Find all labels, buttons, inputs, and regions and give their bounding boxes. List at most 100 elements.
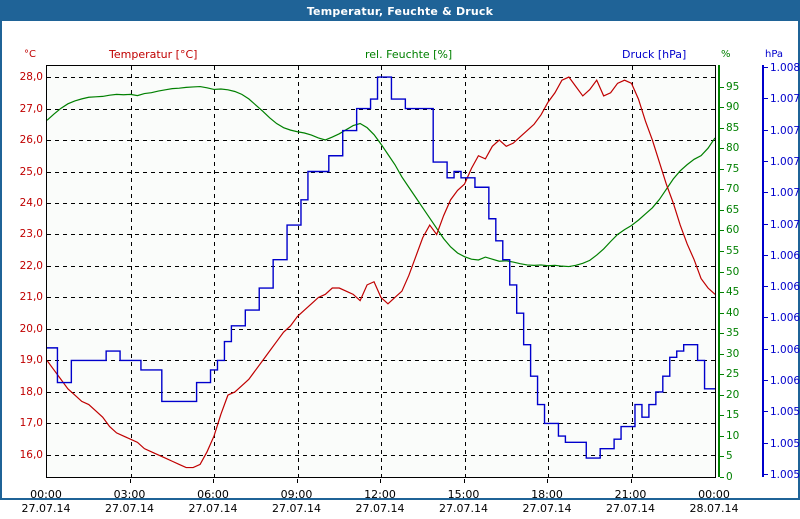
time-axis-label-date: 27.07.14 — [439, 502, 488, 515]
pressure-tick-mark — [764, 380, 768, 381]
humidity-tick-mark — [720, 354, 724, 355]
axis-unit-celsius: °C — [24, 49, 36, 60]
humidity-tick-label: 85 — [726, 121, 740, 134]
time-axis-label-date: 27.07.14 — [606, 502, 655, 515]
time-axis-label: 21:00 27.07.14 — [606, 488, 655, 516]
humidity-tick-mark — [720, 436, 724, 437]
humidity-tick-label: 70 — [726, 183, 740, 196]
time-axis-label-time: 00:00 — [30, 488, 62, 501]
humidity-tick-label: 90 — [726, 101, 740, 114]
time-axis-tick-mark — [130, 479, 131, 483]
pressure-tick-label: 1.008 — [770, 62, 800, 74]
time-axis-tick-mark — [380, 479, 381, 483]
pressure-tick-label: 1.005 — [770, 437, 800, 450]
time-axis-tick-mark — [631, 479, 632, 483]
legend-label-pressure: Druck [hPa] — [622, 48, 687, 61]
humidity-tick-mark — [720, 333, 724, 334]
chart-canvas: Temperatur [°C] rel. Feuchte [%] Druck [… — [2, 21, 800, 515]
temperature-tick-label: 27,0 — [19, 102, 43, 115]
pressure-tick-mark — [764, 411, 768, 412]
pressure-tick-label: 1.005 — [770, 406, 800, 419]
humidity-tick-label: 55 — [726, 244, 740, 257]
time-axis-label-date: 27.07.14 — [21, 502, 71, 515]
time-axis-tick-mark — [547, 479, 548, 483]
temperature-tick-label: 19,0 — [19, 354, 43, 367]
axis-unit-percent: % — [721, 49, 731, 60]
pressure-tick-label: 1.006 — [770, 249, 800, 262]
pressure-axis-spine — [762, 65, 764, 477]
humidity-tick-label: 5 — [726, 450, 733, 463]
humidity-tick-mark — [720, 272, 724, 273]
humidity-tick-label: 40 — [726, 306, 740, 319]
legend-item-temperature[interactable]: Temperatur [°C] — [109, 48, 197, 61]
humidity-axis: 95 90 85 80 75 70 65 60 55 50 45 40 35 30 25 20 15 10 5 0 — [715, 65, 757, 483]
time-axis-tick-mark — [297, 479, 298, 483]
series-line-humidity — [47, 85, 715, 268]
humidity-tick-label: 35 — [726, 327, 740, 340]
temperature-tick-label: 25,0 — [19, 165, 43, 178]
pressure-tick-mark — [764, 349, 768, 350]
temperature-tick-label: 22,0 — [19, 259, 43, 272]
humidity-tick-mark — [720, 107, 724, 108]
humidity-tick-mark — [720, 169, 724, 170]
time-axis-tick-mark — [213, 479, 214, 483]
time-axis-label-date: 27.07.14 — [522, 502, 572, 515]
pressure-tick-label: 1.007 — [770, 155, 800, 168]
window-title-bar: Temperatur, Feuchte & Druck — [2, 2, 798, 21]
plot-area[interactable] — [46, 65, 716, 478]
time-axis-label: 03:00 27.07.14 — [105, 488, 154, 516]
pressure-tick-label: 1.005 — [770, 469, 800, 481]
humidity-tick-label: 75 — [726, 162, 740, 175]
pressure-tick-label: 1.007 — [770, 124, 800, 137]
temperature-tick-label: 26,0 — [19, 134, 43, 146]
humidity-tick-mark — [720, 395, 724, 396]
time-axis-label-time: 09:00 — [280, 488, 313, 501]
time-axis-label-time: 18:00 — [531, 488, 563, 501]
pressure-tick-label: 1.007 — [770, 218, 800, 231]
series-line-temperature — [47, 76, 715, 469]
humidity-tick-label: 45 — [726, 286, 740, 299]
humidity-tick-mark — [720, 189, 724, 190]
temperature-tick-label: 18,0 — [19, 385, 43, 398]
humidity-tick-mark — [720, 477, 724, 478]
legend-label-temperature: Temperatur [°C] — [109, 48, 198, 61]
humidity-tick-mark — [720, 87, 724, 88]
pressure-tick-mark — [764, 317, 768, 318]
humidity-tick-label: 15 — [726, 409, 740, 422]
time-axis: 00:00 27.07.14 03:00 27.07.14 06:00 27.07.14 0… — [2, 479, 798, 519]
humidity-tick-label: 20 — [726, 388, 740, 401]
humidity-tick-label: 25 — [726, 368, 740, 381]
time-axis-label-date: 27.07.14 — [188, 502, 238, 515]
humidity-tick-mark — [720, 230, 724, 231]
humidity-tick-label: 0 — [726, 471, 733, 483]
legend-item-humidity[interactable]: rel. Feuchte [%] — [365, 48, 452, 61]
pressure-tick-label: 1.006 — [770, 281, 800, 294]
temperature-axis: 28,0 27,0 26,0 25,0 24,0 23,0 22,0 21,0 20,0 19,0… — [2, 65, 43, 477]
gridlines — [47, 66, 715, 477]
temperature-tick-label: 16,0 — [19, 448, 43, 461]
time-axis-label: 00:00 27.07.14 — [22, 488, 71, 516]
time-axis-label-date: 28.07.14 — [689, 502, 739, 515]
pressure-tick-mark — [764, 255, 768, 256]
time-axis-label-date: 27.07.14 — [105, 502, 154, 515]
humidity-tick-mark — [720, 456, 724, 457]
temperature-tick-label: 23,0 — [19, 228, 43, 241]
legend-item-pressure[interactable]: Druck [hPa] — [622, 48, 686, 61]
pressure-tick-mark — [764, 443, 768, 444]
pressure-tick-label: 1.007 — [770, 187, 800, 200]
humidity-tick-label: 65 — [726, 203, 740, 216]
axis-unit-hpa: hPa — [765, 49, 784, 60]
temperature-tick-label: 21,0 — [19, 291, 43, 304]
temperature-tick-label: 28,0 — [19, 71, 43, 84]
time-axis-label-date: 27.07.14 — [355, 502, 405, 515]
humidity-axis-spine — [718, 65, 720, 477]
temperature-tick-label: 24,0 — [19, 197, 43, 209]
humidity-tick-mark — [720, 313, 724, 314]
time-axis-label: 09:00 27.07.14 — [272, 488, 321, 516]
pressure-tick-mark — [764, 98, 768, 99]
time-axis-label: 12:00 27.07.14 — [356, 488, 405, 516]
pressure-tick-label: 1.007 — [770, 93, 800, 106]
time-axis-label-time: 15:00 — [447, 488, 480, 501]
time-axis-label: 15:00 27.07.14 — [439, 488, 488, 516]
